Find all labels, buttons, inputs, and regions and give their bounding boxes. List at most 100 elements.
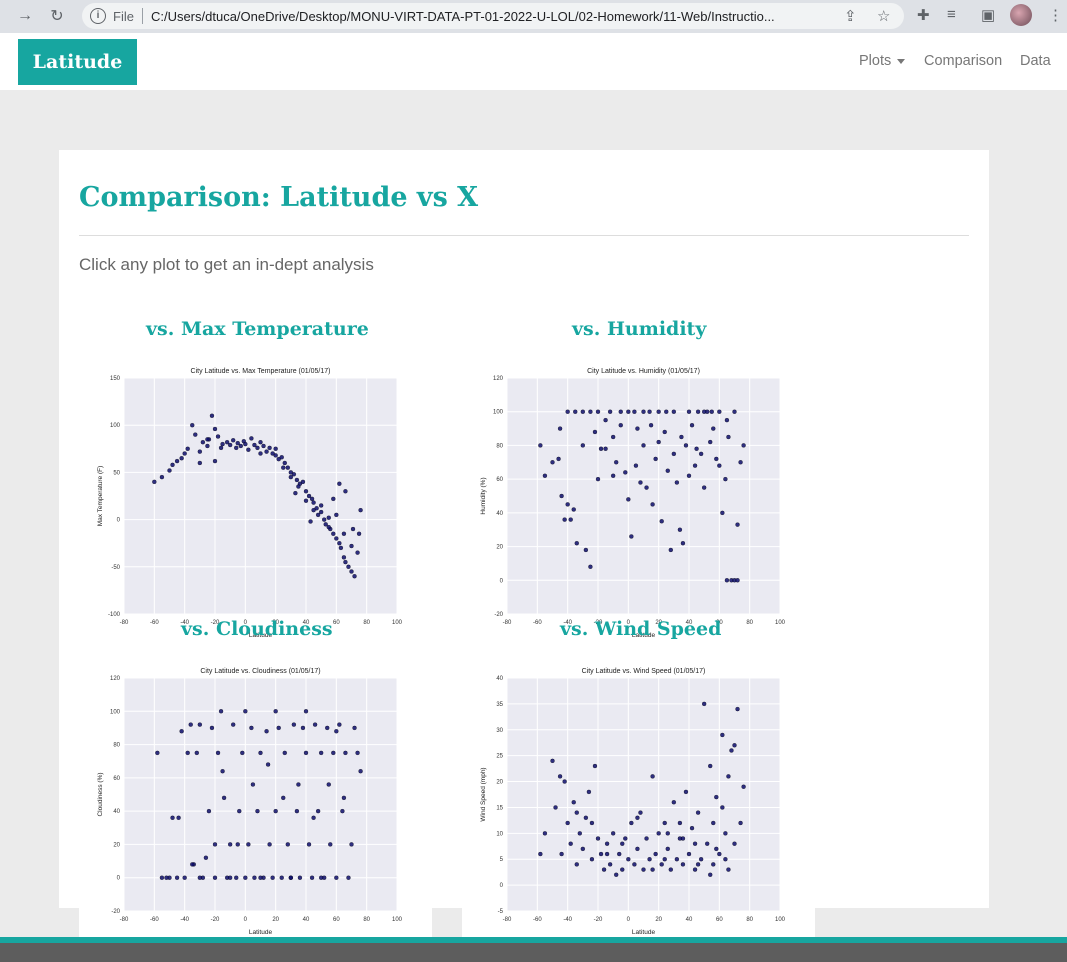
data-point [306, 842, 312, 847]
data-point [235, 842, 240, 847]
reload-icon[interactable]: ↻ [50, 8, 64, 25]
y-tick-label: 0 [500, 883, 504, 889]
data-point [726, 434, 731, 440]
data-point [729, 748, 734, 753]
data-point [355, 550, 360, 555]
x-tick-label: 20 [272, 917, 279, 923]
brand-logo[interactable]: Latitude [18, 39, 137, 85]
data-point [185, 446, 190, 451]
data-point [614, 460, 619, 465]
data-point [218, 709, 224, 714]
x-tick-label: 0 [627, 917, 631, 923]
data-point [328, 842, 333, 847]
data-point [611, 831, 616, 836]
data-point [665, 831, 670, 836]
y-tick-label: 80 [496, 443, 503, 449]
nav-data[interactable]: Data [1020, 53, 1051, 69]
x-tick-label: 20 [272, 620, 279, 626]
data-point [249, 725, 254, 731]
data-point [720, 732, 725, 738]
data-point [632, 409, 637, 414]
data-point [264, 449, 269, 454]
info-icon[interactable]: i [90, 8, 106, 24]
data-point [709, 409, 714, 414]
data-point [237, 808, 242, 814]
data-point [626, 409, 631, 414]
y-tick-label: 150 [110, 376, 121, 382]
bookmark-star-icon[interactable]: ☆ [877, 8, 891, 25]
x-tick-label: -20 [211, 620, 220, 626]
plot-humidity[interactable]: -80 -60 -40 -20 0 20 40 60 80 100 -20 0 20 40 60 80 100 1… [462, 362, 815, 640]
address-bar[interactable]: i File C:/Users/dtuca/OneDrive/Desktop/M… [82, 3, 904, 29]
x-axis-label: Latitude [249, 929, 273, 936]
data-point [603, 446, 608, 451]
forward-icon[interactable]: → [17, 7, 33, 24]
y-axis-label: Humidity (%) [480, 477, 487, 514]
profile-avatar[interactable] [1010, 4, 1032, 26]
data-point [293, 491, 298, 496]
data-point [296, 782, 301, 787]
y-tick-label: 10 [496, 831, 503, 837]
data-point [604, 851, 610, 857]
data-point [325, 725, 330, 731]
data-point [205, 437, 210, 442]
data-point [623, 470, 628, 475]
data-point [297, 875, 303, 880]
data-point [738, 820, 743, 826]
footer-accent [0, 937, 1067, 943]
data-point [618, 409, 623, 414]
data-point [331, 750, 336, 756]
data-point [349, 842, 354, 847]
plot-heading-cloudiness: vs. Cloudiness [181, 618, 333, 640]
data-point [312, 722, 318, 727]
data-point [626, 857, 631, 862]
data-point [611, 434, 616, 440]
x-tick-label: 0 [244, 620, 248, 626]
data-point [300, 479, 306, 484]
data-point [243, 709, 248, 714]
data-point [258, 875, 263, 880]
data-point [668, 547, 673, 553]
data-point [559, 493, 564, 499]
y-tick-label: -50 [111, 565, 120, 571]
menu-kebab-icon[interactable]: ⋮ [1048, 7, 1063, 24]
media-icon[interactable]: ≡ [947, 6, 956, 23]
data-point [209, 725, 215, 731]
data-point [720, 510, 725, 516]
data-point [261, 443, 266, 449]
data-point [708, 763, 713, 769]
data-point [215, 434, 221, 439]
data-point [565, 820, 570, 826]
data-point [695, 409, 701, 414]
data-point [309, 875, 315, 880]
data-point [577, 831, 582, 836]
side-panel-icon[interactable]: ▣ [981, 7, 996, 24]
data-point [270, 451, 275, 456]
extensions-icon[interactable]: ✚ [917, 7, 930, 24]
data-point [350, 526, 356, 532]
x-tick-label: 40 [686, 620, 693, 626]
x-tick-label: -40 [563, 917, 572, 923]
plot-cloudiness[interactable]: -80 -60 -40 -20 0 20 40 60 80 100 -20 0 20 40 60 80 100 1… [79, 662, 432, 937]
data-point [279, 875, 284, 880]
data-point [224, 440, 230, 445]
data-point [288, 470, 293, 475]
nav-plots-dropdown[interactable]: Plots [859, 53, 906, 69]
y-tick-label: 35 [496, 702, 503, 708]
nav-comparison[interactable]: Comparison [924, 53, 1003, 69]
data-point [717, 409, 722, 414]
data-point [648, 423, 654, 428]
plot-wind-speed[interactable]: -80 -60 -40 -20 0 20 40 60 80 100 -5 0 5 10 15 20 25 30 35… [462, 662, 815, 937]
data-point [300, 725, 306, 731]
data-point [724, 578, 730, 583]
data-point [720, 805, 725, 810]
data-point [694, 446, 699, 451]
y-tick-label: 60 [496, 477, 503, 483]
x-axis-label: Latitude [632, 929, 656, 936]
data-point [258, 451, 263, 456]
data-point [726, 867, 731, 872]
url-text[interactable]: C:/Users/dtuca/OneDrive/Desktop/MONU-VIR… [150, 8, 775, 24]
plot-max-temp[interactable]: -80 -60 -40 -20 0 20 40 60 80 100 -100 -50 0 50 100 150… [79, 362, 432, 640]
x-tick-label: 80 [363, 917, 370, 923]
share-icon[interactable]: ⇪ [844, 8, 857, 25]
